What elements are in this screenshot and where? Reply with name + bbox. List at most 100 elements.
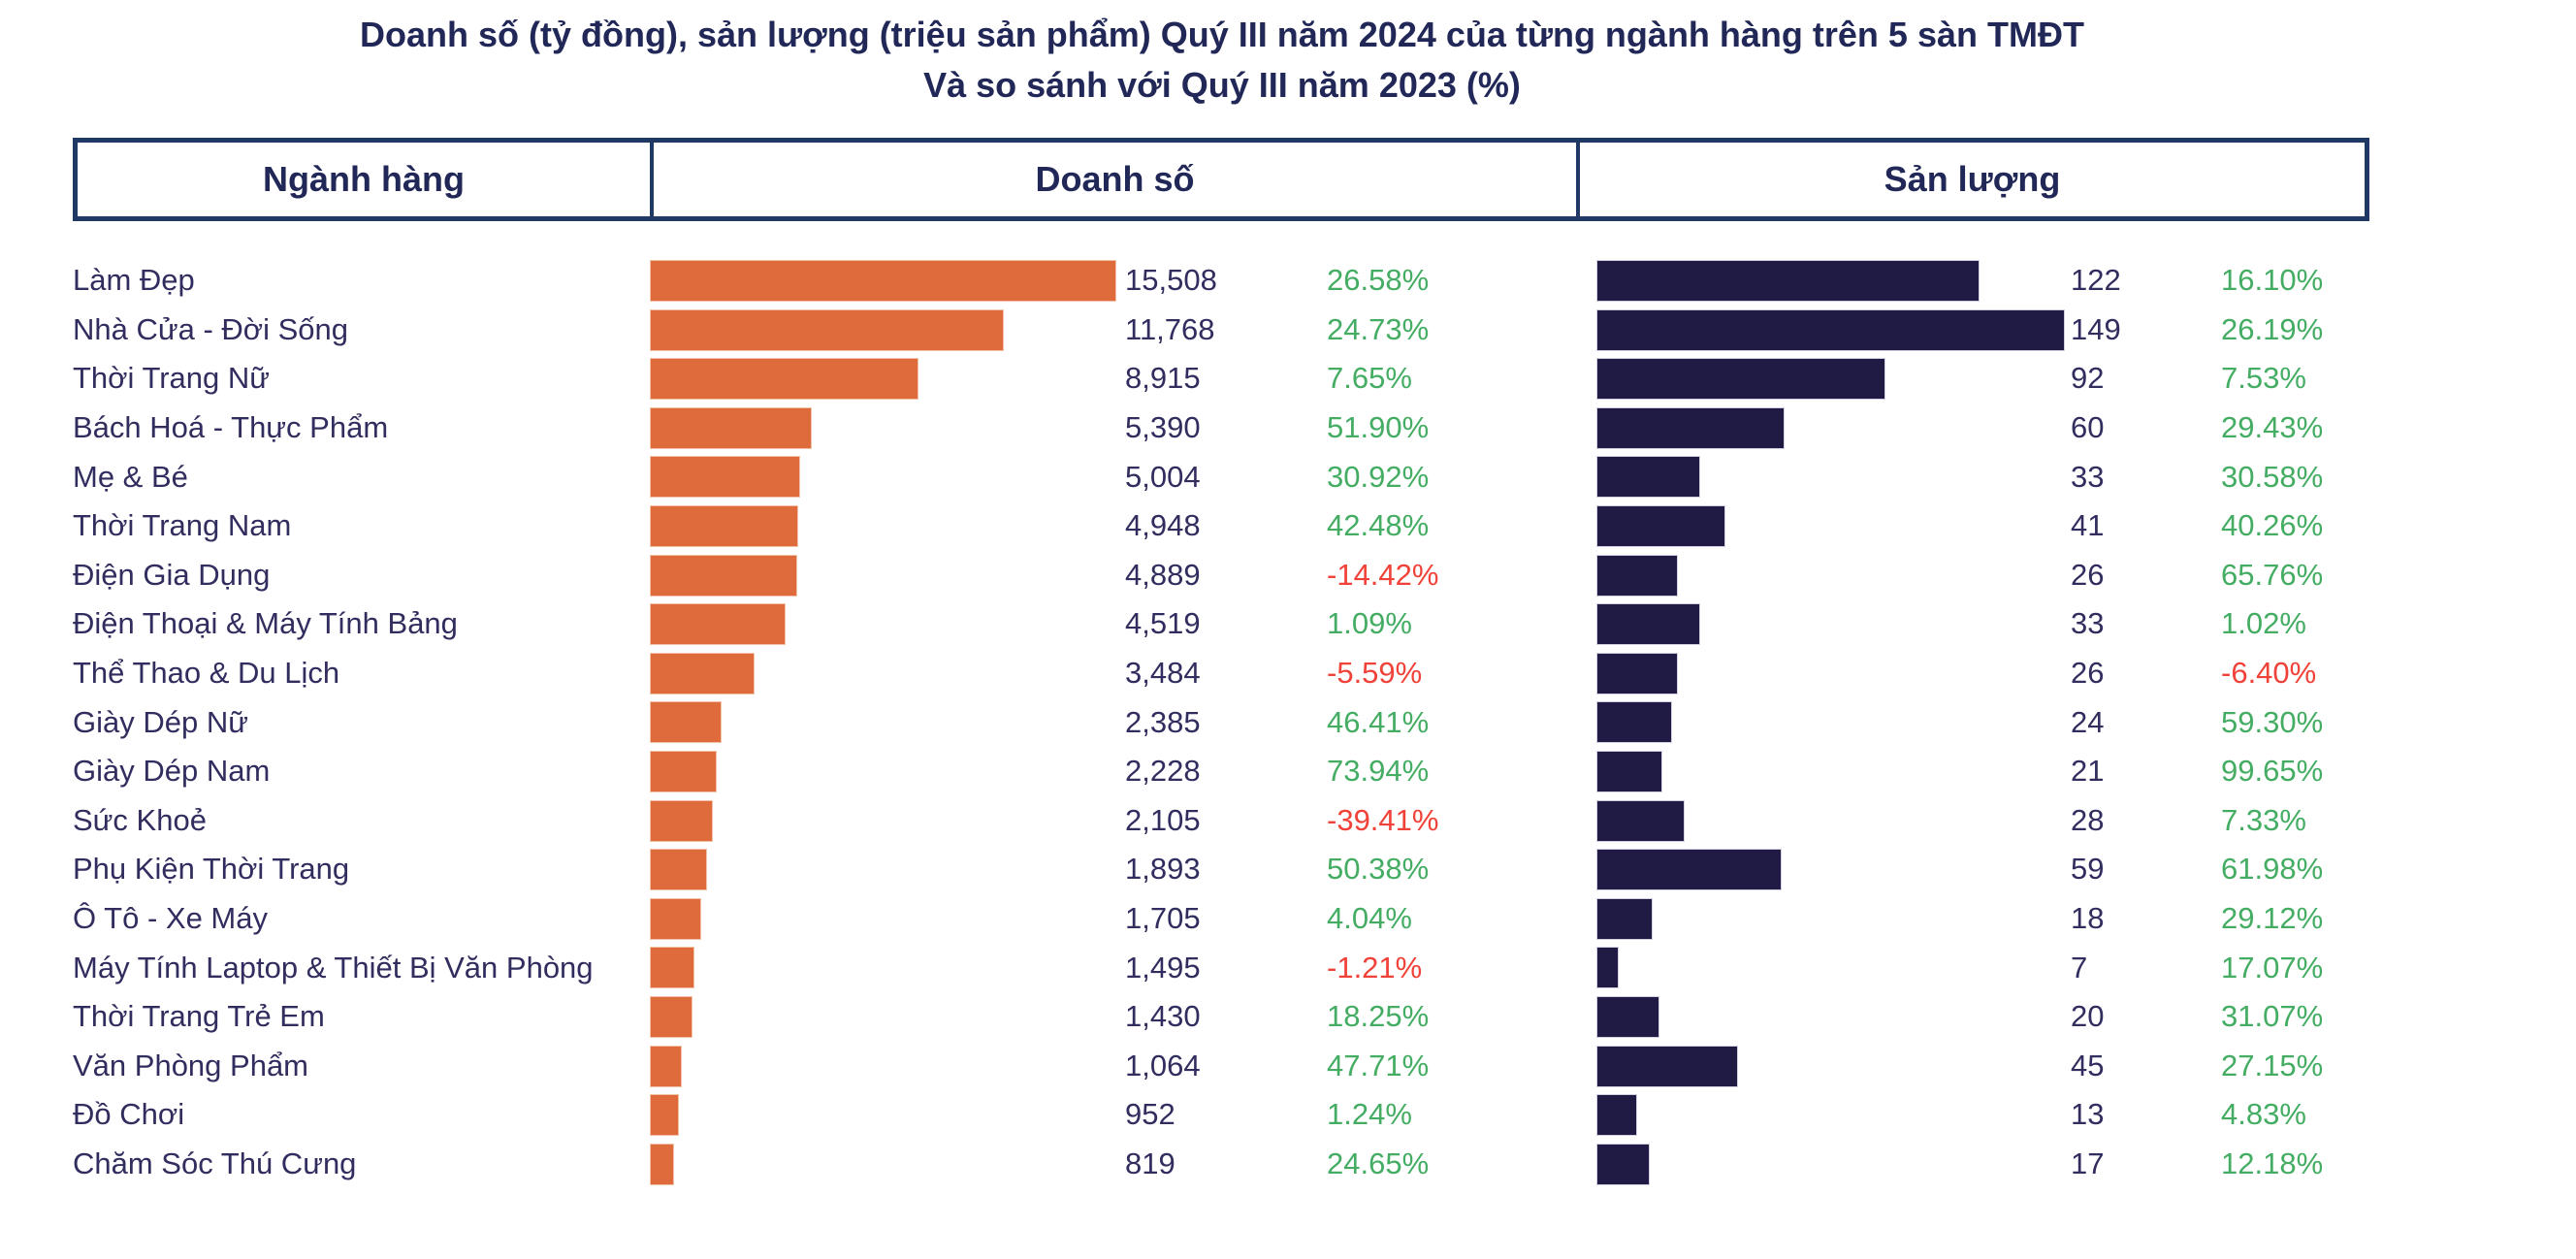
revenue-bar	[650, 554, 797, 597]
revenue-change-pct: 50.38%	[1327, 852, 1430, 887]
revenue-change-pct: 18.25%	[1327, 999, 1430, 1034]
table-row: Giày Dép Nam 2,228 73.94% 21 99.65%	[0, 747, 2576, 796]
revenue-bar	[650, 456, 801, 499]
category-label: Giày Dép Nữ	[73, 704, 248, 739]
volume-change-pct: 40.26%	[2221, 508, 2324, 543]
revenue-value: 1,430	[1125, 999, 1201, 1034]
volume-bar	[1596, 849, 1783, 891]
volume-value: 13	[2071, 1097, 2105, 1132]
volume-bar	[1596, 652, 1679, 694]
category-label: Văn Phòng Phẩm	[73, 1048, 309, 1082]
category-label: Thời Trang Trẻ Em	[73, 999, 325, 1034]
category-label: Mẹ & Bé	[73, 459, 188, 494]
volume-value: 33	[2071, 459, 2105, 494]
volume-change-pct: 30.58%	[2221, 459, 2324, 494]
volume-value: 33	[2071, 606, 2105, 641]
volume-change-pct: -6.40%	[2221, 656, 2317, 691]
revenue-value: 952	[1125, 1097, 1175, 1132]
volume-value: 26	[2071, 557, 2105, 592]
chart-title-line1: Doanh số (tỷ đồng), sản lượng (triệu sản…	[360, 15, 2084, 54]
revenue-bar	[650, 897, 701, 940]
revenue-bar	[650, 652, 756, 694]
revenue-value: 15,508	[1125, 263, 1217, 298]
revenue-value: 2,105	[1125, 802, 1201, 837]
category-label: Điện Gia Dụng	[73, 557, 271, 592]
volume-value: 60	[2071, 410, 2105, 445]
volume-change-pct: 17.07%	[2221, 950, 2324, 985]
table-row: Bách Hoá - Thực Phẩm 5,390 51.90% 60 29.43%	[0, 404, 2576, 453]
volume-bar	[1596, 701, 1672, 744]
revenue-value: 819	[1125, 1146, 1175, 1180]
volume-bar	[1596, 308, 2065, 351]
category-label: Sức Khoẻ	[73, 802, 207, 837]
revenue-bar	[650, 947, 695, 989]
revenue-bar	[650, 1143, 675, 1185]
category-label: Máy Tính Laptop & Thiết Bị Văn Phòng	[73, 950, 594, 985]
table-row: Sức Khoẻ 2,105 -39.41% 28 7.33%	[0, 796, 2576, 846]
volume-bar	[1596, 1045, 1738, 1087]
revenue-change-pct: -1.21%	[1327, 950, 1423, 985]
revenue-value: 3,484	[1125, 656, 1201, 691]
category-label: Thể Thao & Du Lịch	[73, 656, 340, 691]
volume-bar	[1596, 1143, 1651, 1185]
volume-value: 149	[2071, 311, 2121, 346]
category-label: Chăm Sóc Thú Cưng	[73, 1146, 357, 1180]
volume-change-pct: 29.12%	[2221, 901, 2324, 936]
volume-bar	[1596, 260, 1980, 302]
header-volume: Sản lượng	[1576, 143, 2365, 216]
category-label: Làm Đẹp	[73, 263, 195, 298]
chart-title: Doanh số (tỷ đồng), sản lượng (triệu sản…	[136, 10, 2308, 111]
table-row: Đồ Chơi 952 1.24% 13 4.83%	[0, 1090, 2576, 1140]
revenue-bar	[650, 799, 714, 842]
table-row: Thời Trang Nữ 8,915 7.65% 92 7.53%	[0, 354, 2576, 404]
table-row: Giày Dép Nữ 2,385 46.41% 24 59.30%	[0, 697, 2576, 747]
volume-value: 41	[2071, 508, 2105, 543]
volume-value: 28	[2071, 802, 2105, 837]
revenue-bar	[650, 260, 1116, 302]
revenue-bar	[650, 1045, 682, 1087]
table-row: Phụ Kiện Thời Trang 1,893 50.38% 59 61.98%	[0, 845, 2576, 894]
table-row: Chăm Sóc Thú Cưng 819 24.65% 17 12.18%	[0, 1140, 2576, 1189]
volume-bar	[1596, 995, 1659, 1038]
revenue-change-pct: 7.65%	[1327, 361, 1412, 396]
volume-change-pct: 65.76%	[2221, 557, 2324, 592]
table-row: Thể Thao & Du Lịch 3,484 -5.59% 26 -6.40%	[0, 649, 2576, 698]
volume-value: 18	[2071, 901, 2105, 936]
table-header: Ngành hàng Doanh số Sản lượng	[73, 138, 2369, 221]
category-label: Ô Tô - Xe Máy	[73, 901, 268, 936]
volume-value: 7	[2071, 950, 2088, 985]
revenue-bar	[650, 308, 1004, 351]
revenue-change-pct: -5.59%	[1327, 656, 1423, 691]
table-row: Thời Trang Nam 4,948 42.48% 41 40.26%	[0, 501, 2576, 551]
revenue-bar	[650, 995, 693, 1038]
volume-bar	[1596, 603, 1700, 646]
revenue-bar	[650, 1094, 679, 1137]
category-label: Thời Trang Nam	[73, 508, 292, 543]
category-label: Nhà Cửa - Đời Sống	[73, 311, 349, 346]
volume-bar	[1596, 554, 1679, 597]
volume-change-pct: 27.15%	[2221, 1048, 2324, 1082]
revenue-change-pct: 30.92%	[1327, 459, 1430, 494]
volume-bar	[1596, 947, 1619, 989]
category-label: Bách Hoá - Thực Phẩm	[73, 410, 389, 445]
table-row: Ô Tô - Xe Máy 1,705 4.04% 18 29.12%	[0, 894, 2576, 944]
revenue-change-pct: 42.48%	[1327, 508, 1430, 543]
revenue-value: 11,768	[1125, 311, 1215, 346]
table-row: Điện Thoại & Máy Tính Bảng 4,519 1.09% 33 1.…	[0, 599, 2576, 649]
volume-change-pct: 31.07%	[2221, 999, 2324, 1034]
volume-bar	[1596, 799, 1685, 842]
volume-change-pct: 61.98%	[2221, 852, 2324, 887]
volume-bar	[1596, 1094, 1638, 1137]
header-category: Ngành hàng	[263, 159, 465, 199]
volume-bar	[1596, 456, 1700, 499]
revenue-change-pct: 1.24%	[1327, 1097, 1412, 1132]
chart-title-line2: Và so sánh với Quý III năm 2023 (%)	[923, 65, 1521, 105]
volume-change-pct: 26.19%	[2221, 311, 2324, 346]
revenue-value: 1,064	[1125, 1048, 1201, 1082]
revenue-change-pct: 24.73%	[1327, 311, 1430, 346]
revenue-bar	[650, 358, 918, 401]
volume-value: 26	[2071, 656, 2105, 691]
revenue-change-pct: 24.65%	[1327, 1146, 1430, 1180]
volume-value: 122	[2071, 263, 2121, 298]
volume-bar	[1596, 504, 1725, 547]
